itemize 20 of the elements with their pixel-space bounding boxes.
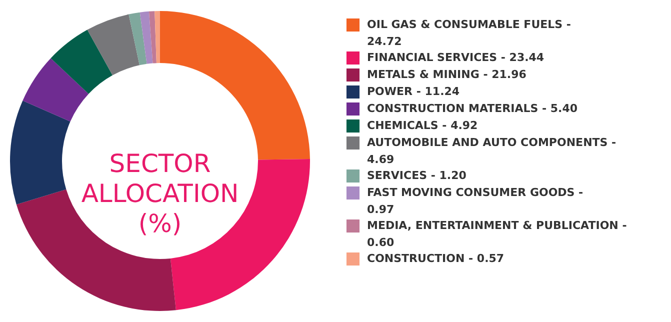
legend-label: METALS & MINING - 21.96: [367, 68, 527, 81]
legend-label: OIL GAS & CONSUMABLE FUELS - 24.72: [367, 18, 571, 48]
donut-slice: [10, 100, 70, 204]
legend-label: FINANCIAL SERVICES - 23.44: [367, 51, 544, 64]
legend-label: FAST MOVING CONSUMER GOODS - 0.97: [367, 186, 584, 216]
text: SECTOR ALLOCATION (%): [81, 149, 239, 238]
donut-slice: [128, 12, 147, 66]
legend-label: AUTOMOBILE AND AUTO COMPONENTS - 4.69: [367, 136, 616, 166]
legend-label: CONSTRUCTION MATERIALS - 5.40: [367, 102, 578, 115]
donut-slice: [50, 30, 112, 94]
donut-slice: [154, 11, 160, 64]
legend-label: POWER - 11.24: [367, 85, 460, 98]
legend-label: MEDIA, ENTERTAINMENT & PUBLICATION - 0.60: [367, 219, 627, 249]
donut-slice: [148, 11, 156, 64]
legend-label: CHEMICALS - 4.92: [367, 119, 478, 132]
donut-slice: [140, 11, 153, 64]
legend-label: CONSTRUCTION - 0.57: [367, 252, 504, 265]
legend-label: SERVICES - 1.20: [367, 169, 467, 182]
donut-slice: [87, 14, 140, 76]
donut-slice: [22, 58, 89, 122]
